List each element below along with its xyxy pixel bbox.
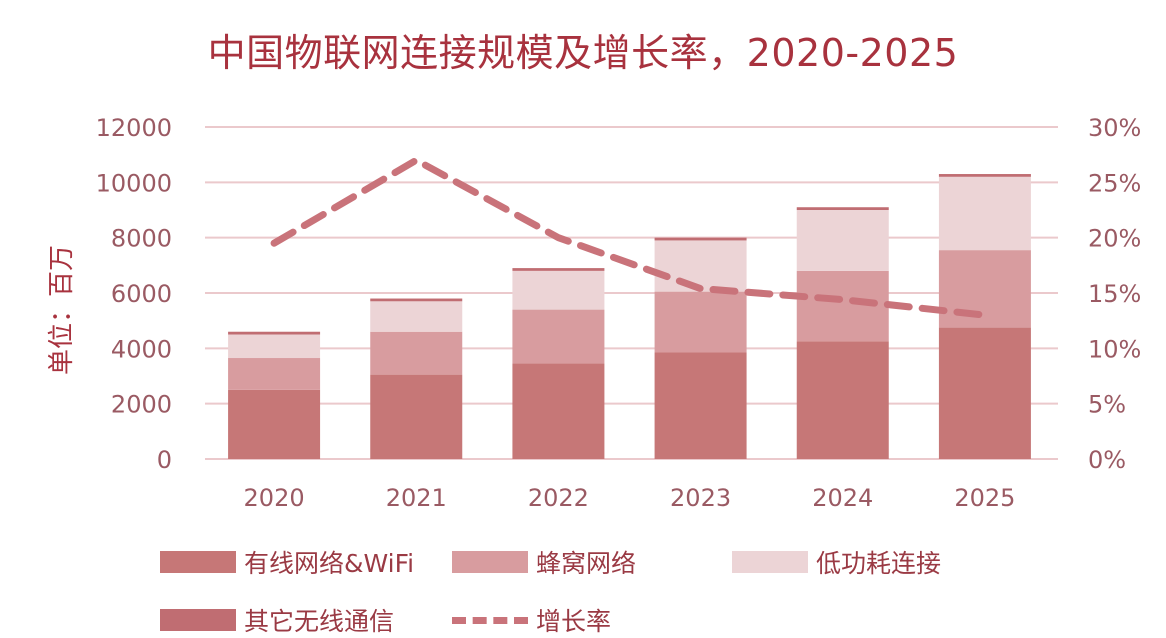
y-axis-label: 单位：百万 <box>47 245 77 375</box>
bar-segment-other <box>654 237 747 241</box>
y2-tick-label: 5% <box>1088 391 1126 419</box>
legend-swatch-growth <box>452 616 528 624</box>
legend-item-growth: 增长率 <box>452 602 611 638</box>
bar-segment-lowpower <box>796 210 889 271</box>
y2-tick-label: 25% <box>1088 169 1141 197</box>
legend-item-wired: 有线网络&WiFi <box>160 544 414 580</box>
y-tick-label: 2000 <box>111 391 172 419</box>
legend: 有线网络&WiFi 蜂窝网络 低功耗连接 其它无线通信 增长率 <box>160 540 1040 638</box>
bar-segment-lowpower <box>228 334 321 359</box>
bar-segment-wired <box>512 363 605 459</box>
bar-segment-other <box>938 174 1031 177</box>
y2-tick-label: 0% <box>1088 446 1126 474</box>
legend-item-other: 其它无线通信 <box>160 602 394 638</box>
y-axis-left: 0 2000 4000 6000 8000 10000 12000 <box>96 114 172 474</box>
bar-segment-cellular <box>938 250 1031 328</box>
legend-label-lowpower: 低功耗连接 <box>816 549 942 578</box>
y-tick-label: 0 <box>157 446 172 474</box>
chart-title: 中国物联网连接规模及增长率，2020-2025 <box>207 31 959 75</box>
y-axis-right: 0% 5% 10% 15% 20% 25% 30% <box>1088 114 1141 474</box>
bar-segment-wired <box>370 374 463 459</box>
x-tick-label: 2025 <box>954 484 1015 512</box>
x-axis: 2020 2021 2022 2023 2024 2025 <box>244 484 1016 512</box>
bar-segment-wired <box>228 389 321 459</box>
bar-segment-other <box>370 298 463 302</box>
x-tick-label: 2021 <box>386 484 447 512</box>
legend-swatch-other <box>160 609 236 631</box>
x-tick-label: 2023 <box>670 484 731 512</box>
y2-tick-label: 10% <box>1088 335 1141 363</box>
bar-segment-cellular <box>370 331 463 375</box>
bar-segment-other <box>228 331 321 335</box>
legend-swatch-cellular <box>452 551 528 573</box>
growth-rate-line <box>270 156 989 319</box>
y2-tick-label: 30% <box>1088 114 1141 142</box>
gridlines <box>205 126 1058 460</box>
x-tick-label: 2022 <box>528 484 589 512</box>
bar-segment-cellular <box>228 358 321 390</box>
legend-label-growth: 增长率 <box>536 607 612 636</box>
y-tick-label: 4000 <box>111 335 172 363</box>
bar-segment-lowpower <box>370 301 463 332</box>
legend-item-cellular: 蜂窝网络 <box>452 544 636 580</box>
bar-segment-lowpower <box>938 176 1031 251</box>
y-tick-label: 6000 <box>111 280 172 308</box>
bar-segment-wired <box>654 352 747 459</box>
y-tick-label: 10000 <box>96 169 172 197</box>
y-tick-label: 12000 <box>96 114 172 142</box>
bar-segment-other <box>512 268 605 271</box>
legend-label-cellular: 蜂窝网络 <box>536 549 637 578</box>
legend-item-lowpower: 低功耗连接 <box>732 544 941 580</box>
legend-label-other: 其它无线通信 <box>244 607 395 636</box>
y2-tick-label: 20% <box>1088 225 1141 253</box>
growth-line <box>270 156 989 319</box>
legend-swatch-wired <box>160 551 236 573</box>
y-tick-label: 8000 <box>111 225 172 253</box>
bar-segment-cellular <box>654 291 747 353</box>
x-tick-label: 2024 <box>812 484 873 512</box>
y2-tick-label: 15% <box>1088 280 1141 308</box>
bar-segment-lowpower <box>512 270 605 310</box>
legend-swatch-lowpower <box>732 551 808 573</box>
legend-label-wired: 有线网络&WiFi <box>244 549 415 578</box>
bar-segment-wired <box>938 327 1031 459</box>
bars <box>228 174 1031 459</box>
x-tick-label: 2020 <box>244 484 305 512</box>
bar-segment-cellular <box>512 309 605 364</box>
bar-segment-lowpower <box>654 240 747 292</box>
bar-segment-wired <box>796 341 889 459</box>
bar-segment-other <box>796 207 889 210</box>
